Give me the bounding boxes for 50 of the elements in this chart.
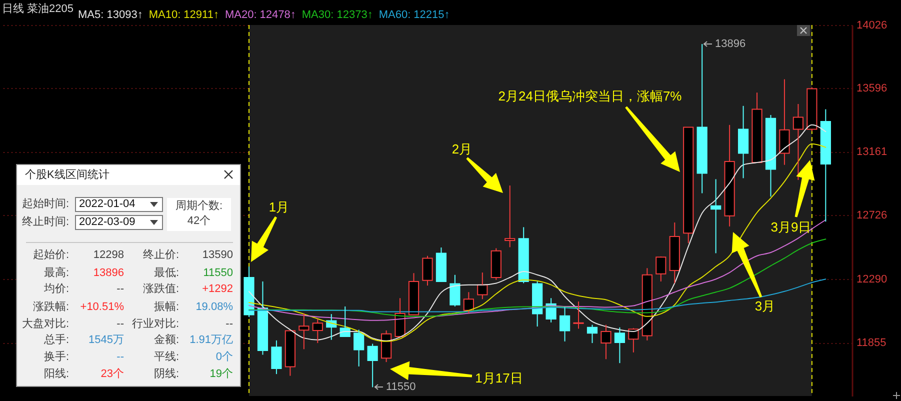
annotation: 11550 [386, 381, 416, 393]
y-tick-label: 12726 [856, 210, 888, 222]
candlestick [354, 329, 364, 367]
text: MA20: 12478↑ [224, 9, 296, 21]
candlestick [380, 330, 392, 363]
candlestick [394, 298, 406, 337]
candlestick [738, 105, 749, 179]
candlestick [298, 312, 310, 350]
candlestick [792, 104, 804, 180]
date-field: 2022-01-04 [75, 197, 163, 212]
y-tick-label: 14026 [856, 20, 888, 32]
candlestick [642, 268, 652, 341]
candlestick [573, 300, 584, 330]
candlestick [504, 184, 516, 248]
candlestick [559, 306, 570, 342]
text: MA5: 13093↑ [78, 9, 143, 21]
candlestick [450, 274, 460, 307]
y-tick-label: 13596 [856, 82, 888, 94]
annotation: 3月9日 [770, 220, 812, 234]
candlestick [724, 124, 735, 227]
candlestick [628, 328, 639, 353]
candlestick [779, 78, 790, 166]
annotation: 3月 [754, 298, 776, 314]
candlestick [271, 340, 282, 375]
annotation: 2月24日俄乌冲突当日，涨幅7% [498, 88, 682, 104]
candlestick [463, 292, 474, 314]
candlestick [586, 324, 598, 344]
dialog-window: 个股K线区间统计 2022-01-04 2022-03-09 起始时间: 终止时间: 周期个数: 42个 起始价: 12298 终止价: 13590 最高: 13896 最低: 11550 均价: -- 涨跌值: +1292 涨跌幅: +10.51% 振幅: 19.08% 大盘对比: -- 行业对比: -- 总手: 1545万 金额: 1.91万亿 换手: -- 平线: 0个 阳线: 23个 阴线: 19个 [16, 164, 241, 387]
candlestick [490, 248, 502, 280]
text: MA60: 12215↑ [378, 9, 450, 21]
text: 日线 菜油2205 [2, 2, 74, 15]
y-tick-label: 12290 [856, 273, 888, 286]
candlestick [600, 324, 612, 360]
candlestick [532, 280, 543, 328]
annotation: 13896 [715, 38, 746, 50]
candlestick [257, 280, 268, 356]
y-tick-label: 13161 [856, 146, 888, 158]
text: MA10: 12911↑ [148, 9, 219, 21]
candlestick [765, 114, 776, 198]
date-field: 2022-03-09 [75, 215, 163, 230]
annotation: 1月17日 [475, 370, 523, 386]
annotation: 2月 [452, 142, 472, 156]
candlestick [820, 108, 831, 222]
title-bar: 个股K线区间统计 [17, 165, 240, 185]
y-tick-label: 11855 [856, 337, 886, 350]
candlestick [710, 178, 722, 254]
text: MA30: 12373↑ [302, 9, 373, 21]
candlestick [614, 326, 626, 364]
candlestick [669, 222, 680, 284]
annotation: 1月 [268, 200, 290, 214]
